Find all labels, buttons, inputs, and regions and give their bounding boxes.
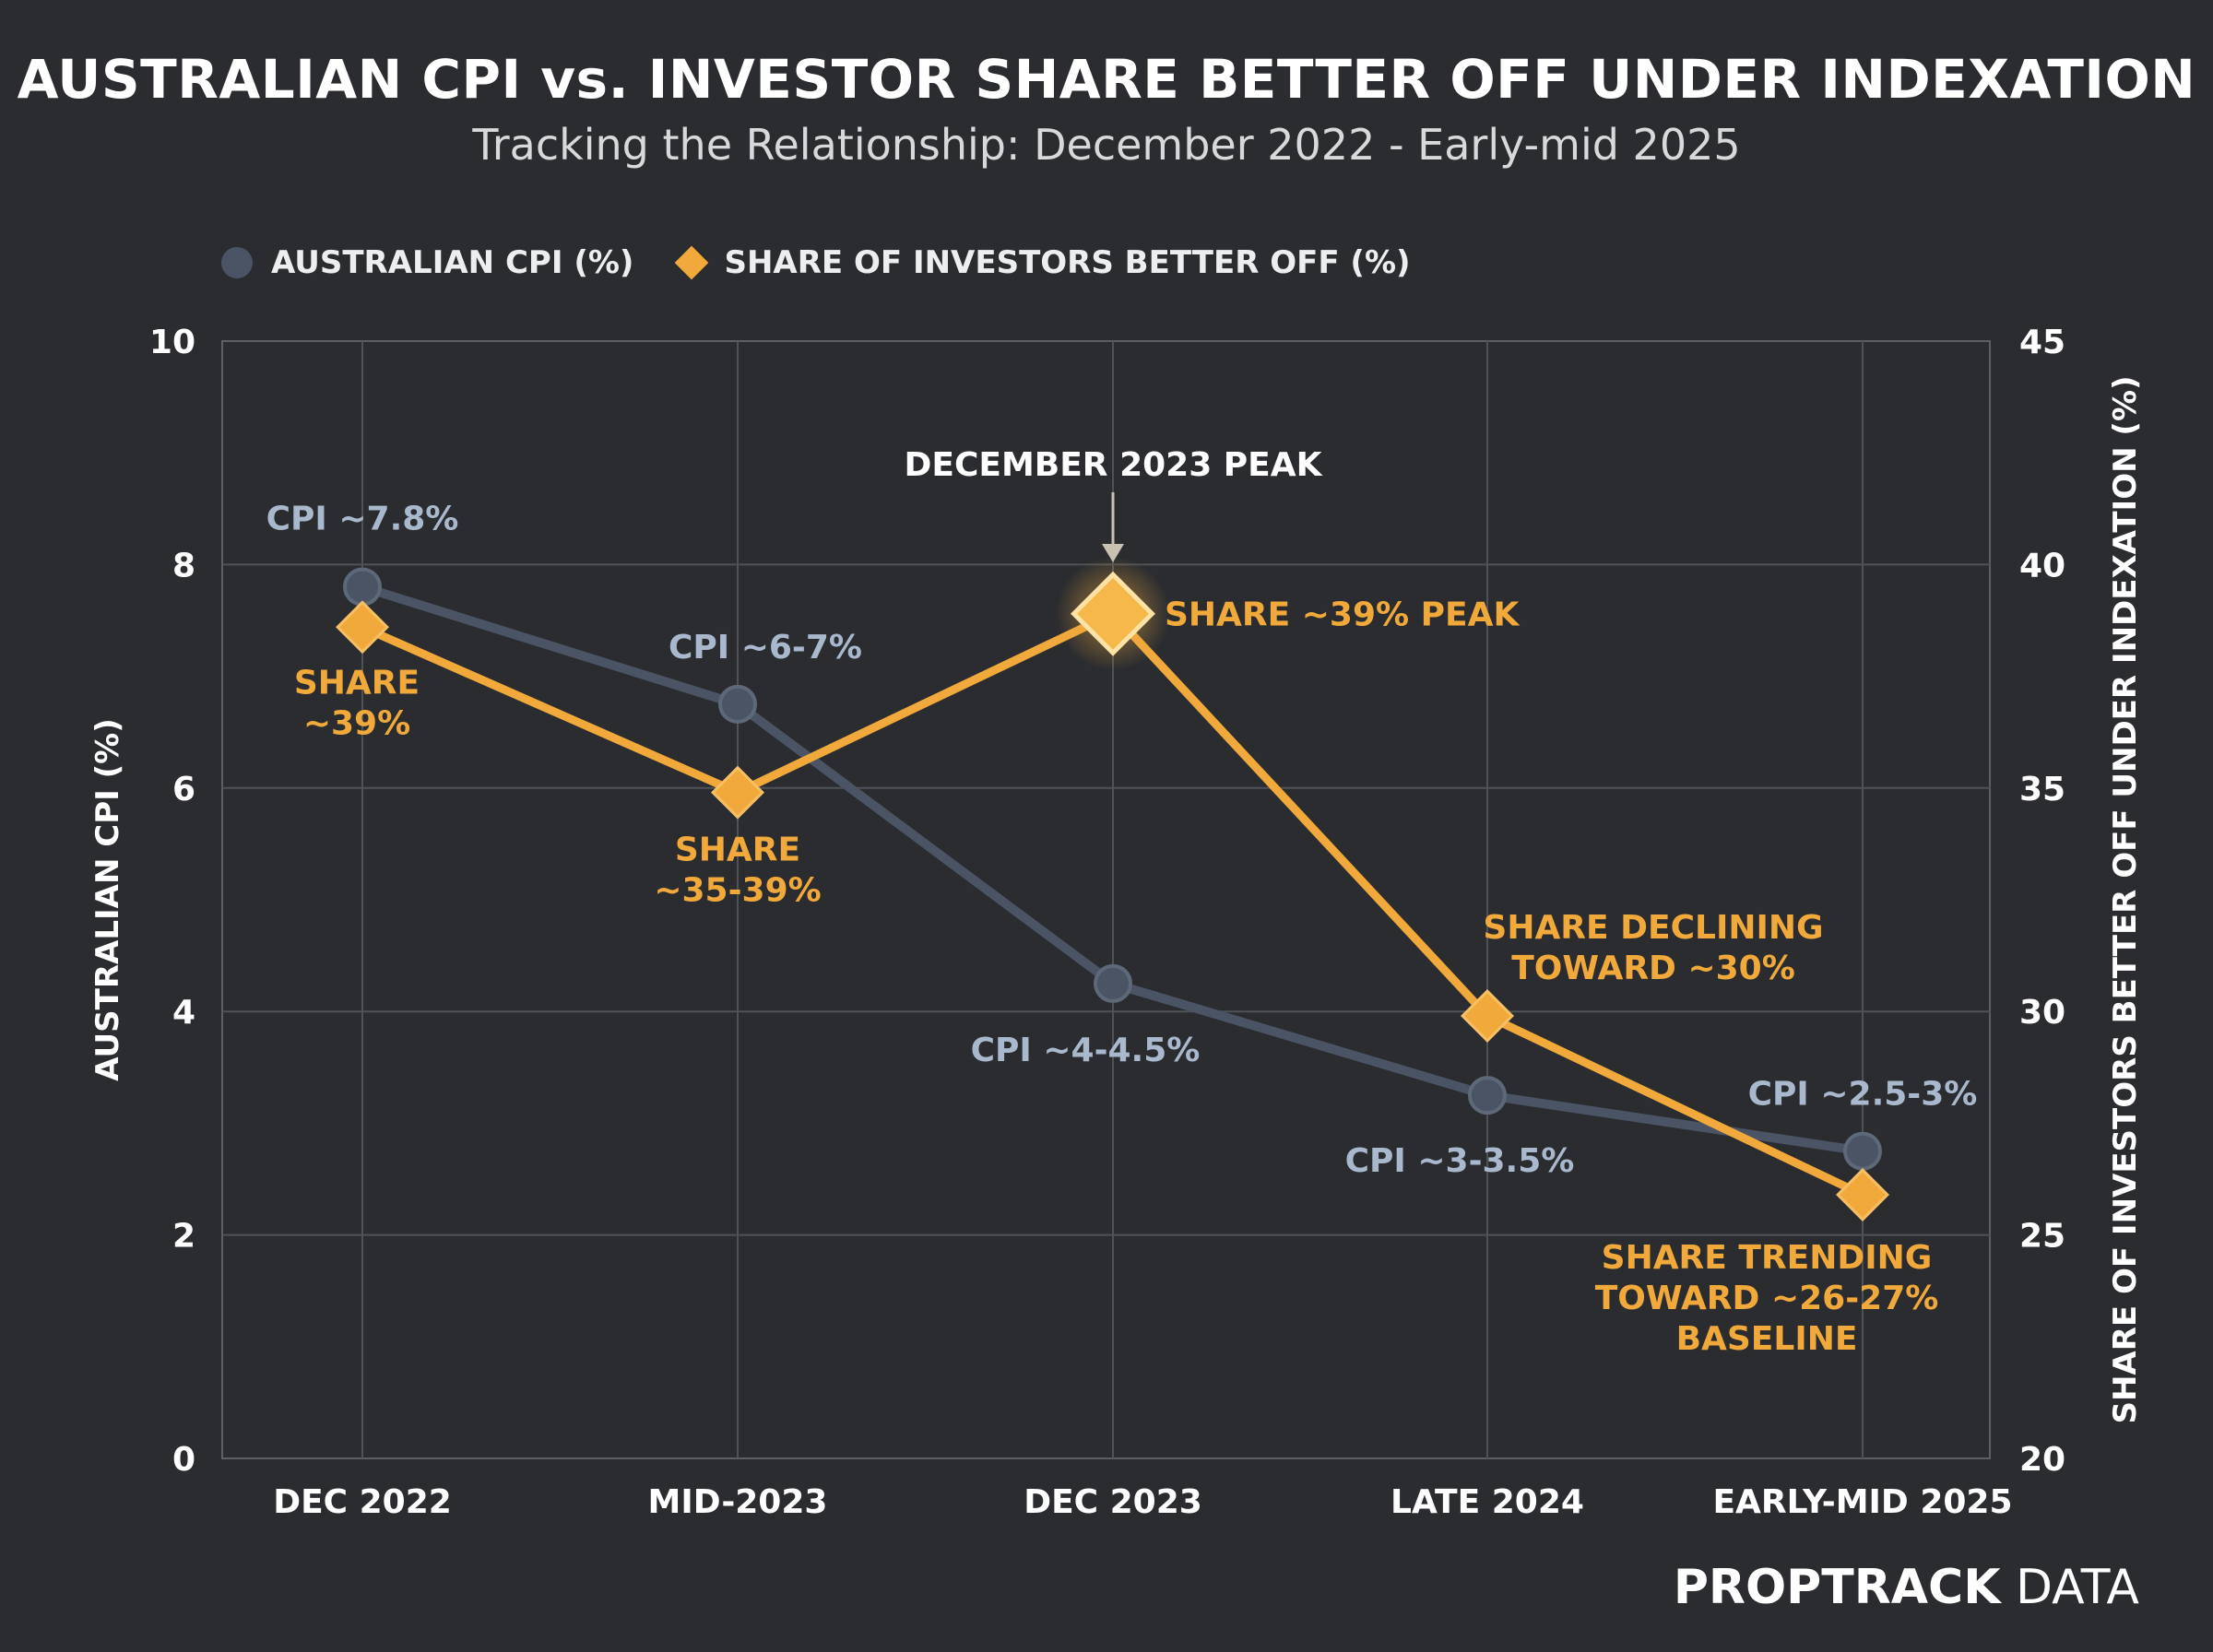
brand-logo: PROPTRACK DATA: [1674, 1560, 2139, 1615]
axes: 0 2 4 6 8 10 20 25 30 35 40 45 DEC 2022 MID-2023 DEC 2…: [89, 324, 2144, 1521]
x-tick-label: MID-2023: [648, 1483, 828, 1521]
peak-annotation: DECEMBER 2023 PEAK: [904, 446, 1322, 484]
share-point: [336, 600, 389, 655]
cpi-data-label: CPI ~4-4.5%: [971, 1032, 1201, 1069]
share-data-label-line: ~39%: [303, 704, 410, 742]
plot-frame: [221, 340, 1991, 1459]
chart-title: AUSTRALIAN CPI vs. INVESTOR SHARE BETTER…: [17, 48, 2196, 111]
right-tick-label: 45: [2019, 324, 2065, 361]
cpi-data-label: CPI ~6-7%: [669, 629, 862, 667]
left-tick-label: 4: [172, 994, 195, 1032]
cpi-data-label: CPI ~7.8%: [266, 501, 459, 538]
share-point: [711, 765, 764, 820]
cpi-data-label: CPI ~3-3.5%: [1345, 1142, 1575, 1180]
share-data-label-line: SHARE ~39% PEAK: [1165, 596, 1520, 634]
x-tick-label: DEC 2023: [1024, 1483, 1202, 1521]
chart-subtitle: Tracking the Relationship: December 2022…: [472, 120, 1741, 170]
grid: [221, 340, 1991, 1459]
right-tick-label: 20: [2019, 1441, 2065, 1479]
share-data-label-line: BASELINE: [1676, 1320, 1858, 1358]
cpi-point: [1468, 1076, 1507, 1115]
x-tick-label: DEC 2022: [273, 1483, 452, 1521]
data-labels: CPI ~7.8% CPI ~6-7% CPI ~4-4.5% CPI ~3-3.5%…: [266, 446, 1978, 1358]
share-point: [1836, 1167, 1889, 1221]
share-data-label: SHARE ~39%: [294, 664, 420, 742]
x-tick-label: LATE 2024: [1391, 1483, 1584, 1521]
right-tick-label: 30: [2019, 994, 2065, 1032]
share-data-label-line: ~35-39%: [654, 872, 821, 910]
legend-cpi-label: AUSTRALIAN CPI (%): [271, 244, 634, 281]
share-data-label: SHARE ~35-39%: [654, 832, 821, 910]
right-tick-label: 25: [2019, 1218, 2065, 1256]
cpi-data-label: CPI ~2.5-3%: [1748, 1076, 1978, 1114]
left-tick-label: 8: [172, 547, 195, 584]
right-axis-title: SHARE OF INVESTORS BETTER OFF UNDER INDE…: [2107, 375, 2144, 1423]
share-data-label: SHARE DECLINING TOWARD ~30%: [1483, 909, 1823, 987]
left-tick-label: 10: [149, 324, 195, 361]
share-data-label-line: SHARE DECLINING: [1483, 909, 1823, 947]
share-data-label-line: SHARE: [294, 664, 420, 702]
cpi-point: [1094, 963, 1132, 1003]
brand-light: DATA: [2016, 1560, 2139, 1615]
left-tick-label: 0: [172, 1441, 195, 1479]
cpi-point: [343, 567, 382, 607]
series: [336, 556, 1889, 1221]
x-tick-label: EARLY-MID 2025: [1712, 1483, 2012, 1521]
share-peak-point: [1071, 571, 1155, 656]
cpi-point: [718, 684, 757, 724]
left-tick-label: 2: [172, 1218, 195, 1256]
brand-bold: PROPTRACK: [1673, 1560, 2001, 1615]
left-axis-title: AUSTRALIAN CPI (%): [89, 718, 126, 1080]
share-data-label: SHARE TRENDING TOWARD ~26-27% BASELINE: [1595, 1239, 1939, 1358]
share-data-label-line: TOWARD ~26-27%: [1595, 1280, 1939, 1317]
peak-annotation-arrowhead: [1102, 544, 1124, 562]
share-data-label: SHARE ~39% PEAK: [1165, 596, 1520, 634]
legend-cpi-marker: [221, 247, 253, 278]
legend-share-label: SHARE OF INVESTORS BETTER OFF (%): [724, 244, 1411, 281]
right-tick-label: 40: [2019, 547, 2065, 584]
share-data-label-line: TOWARD ~30%: [1511, 950, 1795, 987]
right-tick-label: 35: [2019, 771, 2065, 808]
legend: AUSTRALIAN CPI (%) SHARE OF INVESTORS BE…: [221, 244, 1411, 281]
share-data-label-line: SHARE TRENDING: [1602, 1239, 1933, 1277]
share-data-label-line: SHARE: [675, 832, 800, 869]
left-tick-label: 6: [172, 771, 195, 808]
cpi-point: [1843, 1131, 1882, 1171]
share-point: [1461, 989, 1514, 1044]
